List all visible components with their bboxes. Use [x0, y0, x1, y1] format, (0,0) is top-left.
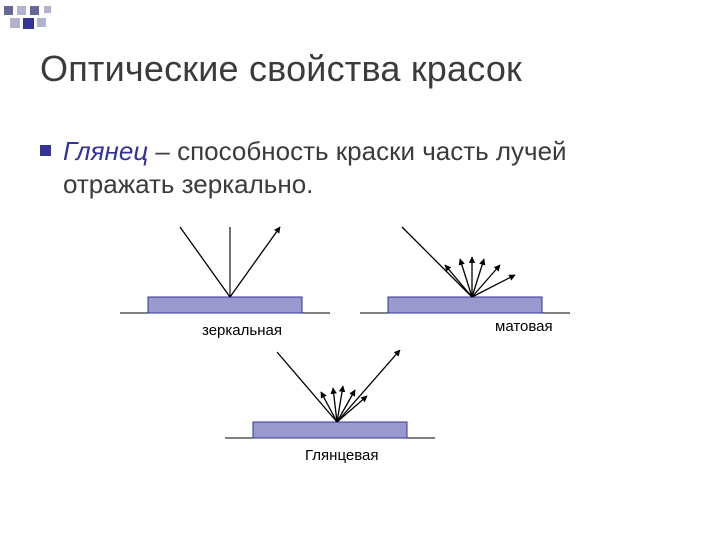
deco-square: [37, 18, 46, 27]
diagram-mirror: [120, 225, 330, 317]
bullet-text: Глянец – способность краски часть лучей …: [63, 135, 660, 202]
diagram-label-mirror: зеркальная: [202, 322, 282, 339]
deco-square: [30, 6, 39, 15]
slide-title: Оптические свойства красок: [40, 48, 522, 90]
deco-square: [23, 18, 34, 29]
bullet-term: Глянец: [63, 136, 148, 166]
diagram-glossy: [225, 350, 435, 442]
deco-square: [10, 18, 20, 28]
bullet-marker-icon: [40, 145, 51, 156]
deco-square: [17, 6, 26, 15]
diagram-label-glossy: Глянцевая: [305, 447, 378, 464]
diagram-matte: [360, 225, 570, 317]
deco-square: [44, 6, 51, 13]
diagram-label-matte: матовая: [495, 318, 553, 335]
deco-square: [4, 6, 13, 15]
bullet-item: Глянец – способность краски часть лучей …: [40, 135, 660, 202]
